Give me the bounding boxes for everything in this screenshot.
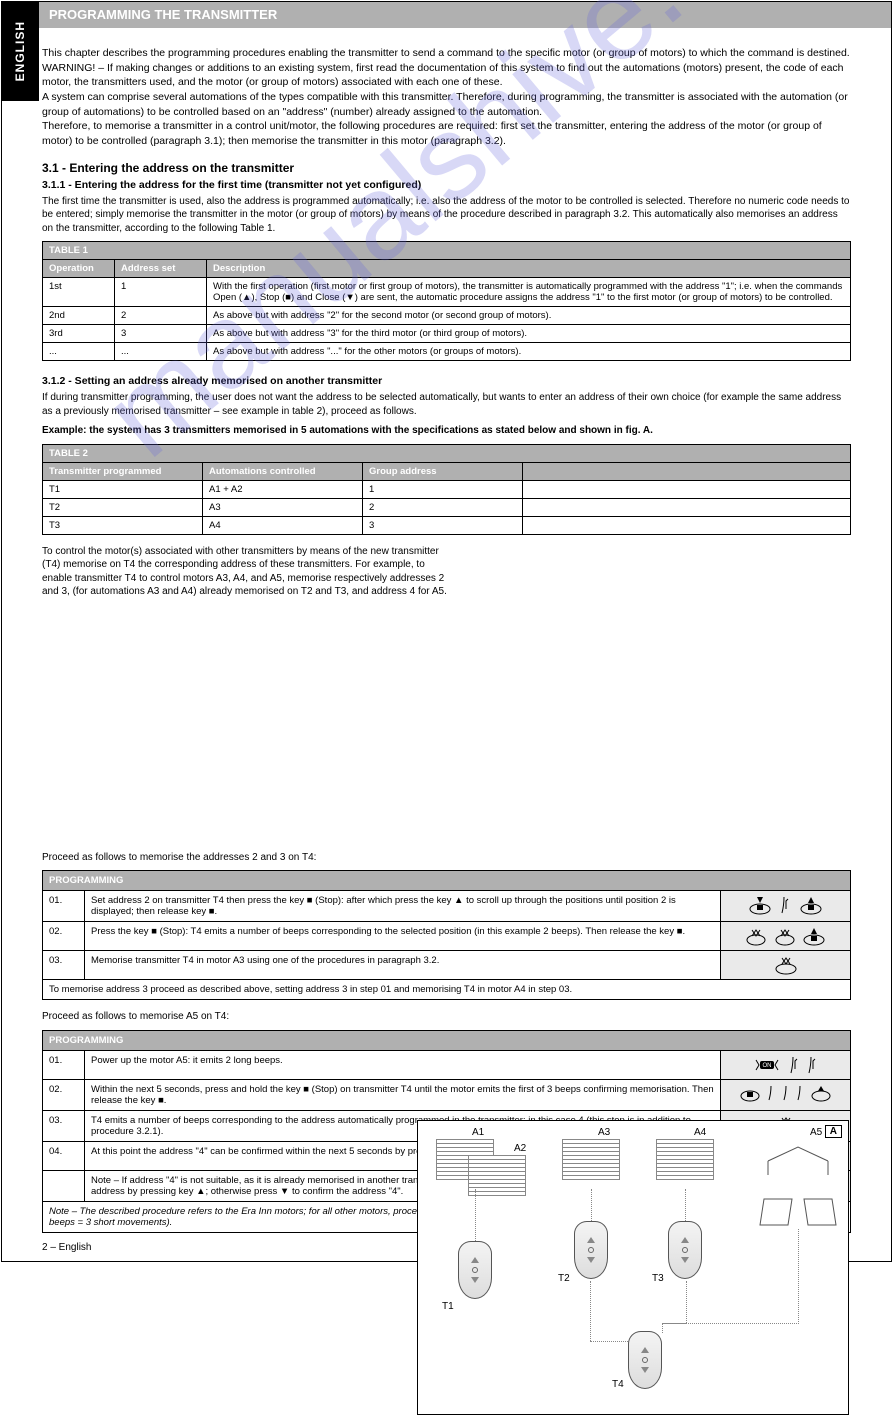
table-2-title: TABLE 2 bbox=[43, 444, 851, 462]
proc2-intro: Proceed as follows to memorise A5 on T4: bbox=[42, 1010, 851, 1024]
prog1-title: PROGRAMMING bbox=[43, 871, 851, 891]
table-row: 02.Press the key ■ (Stop): T4 emits a nu… bbox=[43, 922, 851, 951]
label-t1: T1 bbox=[442, 1301, 454, 1312]
table-row: T3A43 bbox=[43, 516, 851, 534]
beep-icon bbox=[805, 1055, 819, 1075]
beep-icon bbox=[795, 1084, 805, 1102]
table-row: 2nd2As above but with address "2" for th… bbox=[43, 307, 851, 325]
release-up-icon bbox=[810, 1084, 832, 1102]
blind-a2 bbox=[468, 1155, 526, 1195]
section-3-1-2-desc: If during transmitter programming, the u… bbox=[42, 391, 851, 418]
page: ENGLISH PROGRAMMING THE TRANSMITTER This… bbox=[1, 1, 892, 1262]
intro-text: This chapter describes the programming p… bbox=[42, 46, 851, 149]
proc1-intro: Proceed as follows to memorise the addre… bbox=[42, 851, 851, 865]
section-3-1-2-title: 3.1.2 - Setting an address already memor… bbox=[42, 375, 851, 387]
svg-text:ON: ON bbox=[762, 1063, 771, 1069]
remote-t2 bbox=[574, 1221, 608, 1279]
header-bar: PROGRAMMING THE TRANSMITTER bbox=[39, 2, 891, 28]
label-a4: A4 bbox=[694, 1127, 706, 1138]
language-tab: ENGLISH bbox=[1, 1, 39, 101]
table-row: To memorise address 3 proceed as describ… bbox=[43, 980, 851, 1000]
table-1: TABLE 1 Operation Address set Descriptio… bbox=[42, 241, 851, 361]
diagram-fig-label: A bbox=[825, 1125, 842, 1138]
diagram-fig-a: A A1 A2 A3 A4 A5 T1 bbox=[417, 1120, 849, 1415]
table-row: ......As above but with address "..." fo… bbox=[43, 343, 851, 361]
table-2-intro: Example: the system has 3 transmitters m… bbox=[42, 424, 851, 438]
prog2-title: PROGRAMMING bbox=[43, 1030, 851, 1050]
table-row: T1A1 + A21 bbox=[43, 480, 851, 498]
label-a3: A3 bbox=[598, 1127, 610, 1138]
table-2: TABLE 2 Transmitter programmed Automatio… bbox=[42, 444, 851, 535]
icon-cell bbox=[721, 1079, 851, 1110]
programming-table-1: PROGRAMMING 01.Set address 2 on transmit… bbox=[42, 870, 851, 1000]
label-a1: A1 bbox=[472, 1127, 484, 1138]
table-1-head-desc: Description bbox=[207, 260, 851, 278]
awning-a5 bbox=[758, 1139, 838, 1232]
press-release-icon bbox=[773, 955, 799, 975]
beep-icon bbox=[778, 895, 794, 915]
page-number: 2 – English bbox=[42, 1242, 91, 1253]
section-3-1-1-title: 3.1.1 - Entering the address for the fir… bbox=[42, 179, 851, 191]
table-1-head-op: Operation bbox=[43, 260, 115, 278]
remote-t4 bbox=[628, 1331, 662, 1389]
label-t3: T3 bbox=[652, 1273, 664, 1284]
label-t2: T2 bbox=[558, 1273, 570, 1284]
icon-cell bbox=[721, 951, 851, 980]
press-icon bbox=[744, 926, 768, 946]
power-on-icon: ON bbox=[752, 1056, 782, 1074]
label-t4: T4 bbox=[612, 1379, 624, 1390]
language-tab-label: ENGLISH bbox=[13, 21, 27, 81]
table-row: 1st1With the first operation (first moto… bbox=[43, 278, 851, 307]
label-a2: A2 bbox=[514, 1143, 526, 1154]
icon-cell bbox=[721, 891, 851, 922]
table-row: 01.Set address 2 on transmitter T4 then … bbox=[43, 891, 851, 922]
release-up-icon bbox=[801, 926, 827, 946]
table-1-head-addr: Address set bbox=[115, 260, 207, 278]
release-up-icon bbox=[798, 895, 824, 915]
label-a5: A5 bbox=[810, 1127, 822, 1138]
section-3-1-title: 3.1 - Entering the address on the transm… bbox=[42, 161, 851, 175]
table-row: 3rd3As above but with address "3" for th… bbox=[43, 325, 851, 343]
blind-a4 bbox=[656, 1139, 714, 1179]
table-row: T2A32 bbox=[43, 498, 851, 516]
press-icon bbox=[773, 926, 797, 946]
hold-icon bbox=[739, 1084, 761, 1102]
beep-icon bbox=[787, 1055, 801, 1075]
beep-icon bbox=[781, 1084, 791, 1102]
section-3-1-1-desc: The first time the transmitter is used, … bbox=[42, 195, 851, 236]
remote-t1 bbox=[458, 1241, 492, 1299]
remote-t3 bbox=[668, 1221, 702, 1279]
icon-cell bbox=[721, 922, 851, 951]
table-1-title: TABLE 1 bbox=[43, 242, 851, 260]
two-col-text: To control the motor(s) associated with … bbox=[42, 545, 452, 599]
table-row: 03.Memorise transmitter T4 in motor A3 u… bbox=[43, 951, 851, 980]
table-row: 01.Power up the motor A5: it emits 2 lon… bbox=[43, 1050, 851, 1079]
blind-a3 bbox=[562, 1139, 620, 1179]
hold-down-icon bbox=[747, 895, 773, 915]
table-row: 02.Within the next 5 seconds, press and … bbox=[43, 1079, 851, 1110]
header-title: PROGRAMMING THE TRANSMITTER bbox=[49, 7, 277, 22]
beep-icon bbox=[766, 1084, 776, 1102]
icon-cell: ON bbox=[721, 1050, 851, 1079]
